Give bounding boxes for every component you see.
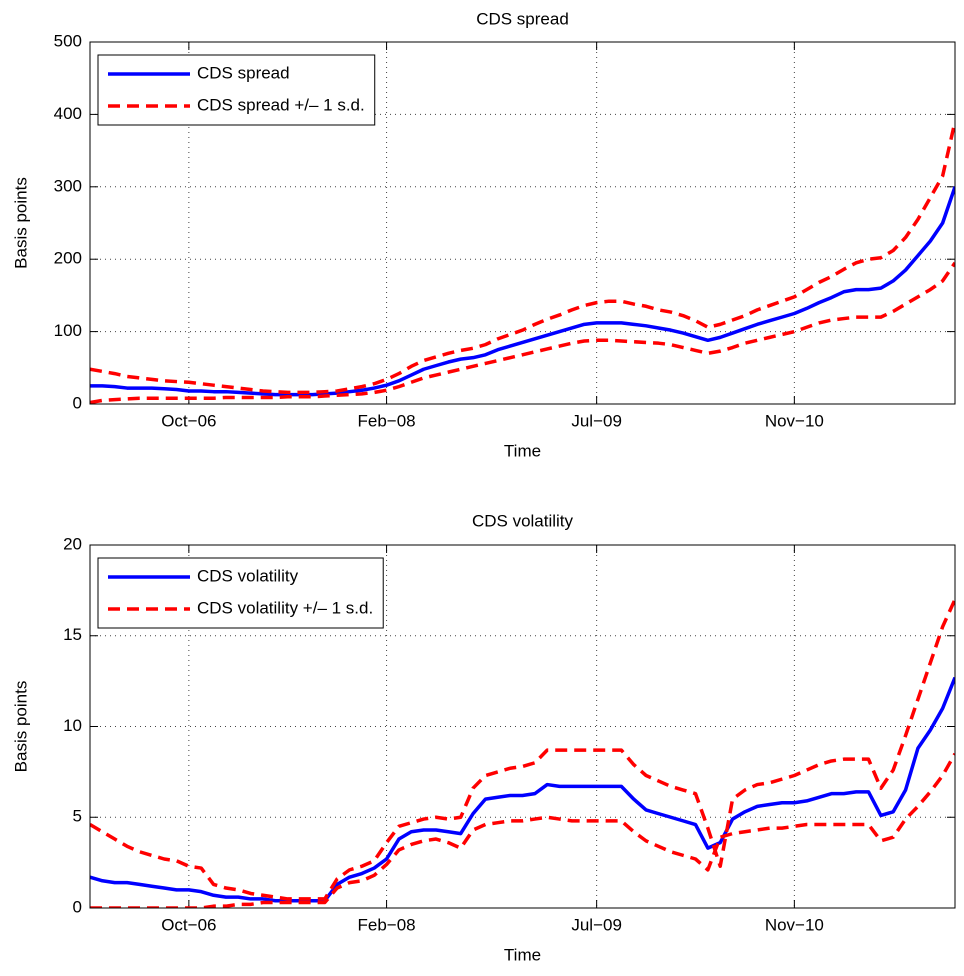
x-tick-label: Feb−08 [358,915,416,934]
series-line [90,598,955,901]
series-line [90,121,955,395]
x-tick-label: Oct−06 [161,411,216,430]
legend: CDS spread CDS spread +/– 1 s.d. [97,54,376,126]
legend-label: CDS volatility +/– 1 s.d. [197,598,373,617]
x-tick-label: Feb−08 [358,411,416,430]
series-line [90,752,955,908]
y-axis-label: Basis points [11,681,30,773]
legend-label: CDS spread +/– 1 s.d. [197,95,365,114]
series-line [90,676,955,903]
legend-box [97,54,376,126]
y-tick-label: 200 [54,249,82,268]
x-axis-label: Time [504,441,541,460]
x-axis-label: Time [504,945,541,964]
plot-series [90,598,955,908]
legend-label: CDS spread [197,63,290,82]
y-tick-label: 20 [63,534,82,553]
chart-title: CDS volatility [472,511,574,530]
y-tick-label: 15 [63,625,82,644]
series-line [90,261,955,404]
x-tick-label: Jul−09 [571,411,622,430]
x-tick-label: Oct−06 [161,915,216,934]
chart-title: CDS spread [476,9,569,28]
legend-label: CDS volatility [197,566,299,585]
y-tick-label: 400 [54,104,82,123]
y-tick-label: 0 [73,393,82,412]
x-tick-label: Jul−09 [571,915,622,934]
y-tick-label: 5 [73,807,82,826]
x-tick-label: Nov−10 [765,915,824,934]
plot-series [90,121,955,404]
y-tick-label: 100 [54,321,82,340]
x-tick-label: Nov−10 [765,411,824,430]
y-axis-label: Basis points [11,177,30,269]
series-line [90,186,955,397]
y-tick-label: 0 [73,897,82,916]
legend-box [97,557,384,629]
plot-frame [89,544,956,909]
plot-frame [89,41,956,405]
y-tick-label: 500 [54,31,82,50]
y-tick-label: 10 [63,716,82,735]
legend: CDS volatility CDS volatility +/– 1 s.d. [97,557,384,629]
y-tick-label: 300 [54,176,82,195]
